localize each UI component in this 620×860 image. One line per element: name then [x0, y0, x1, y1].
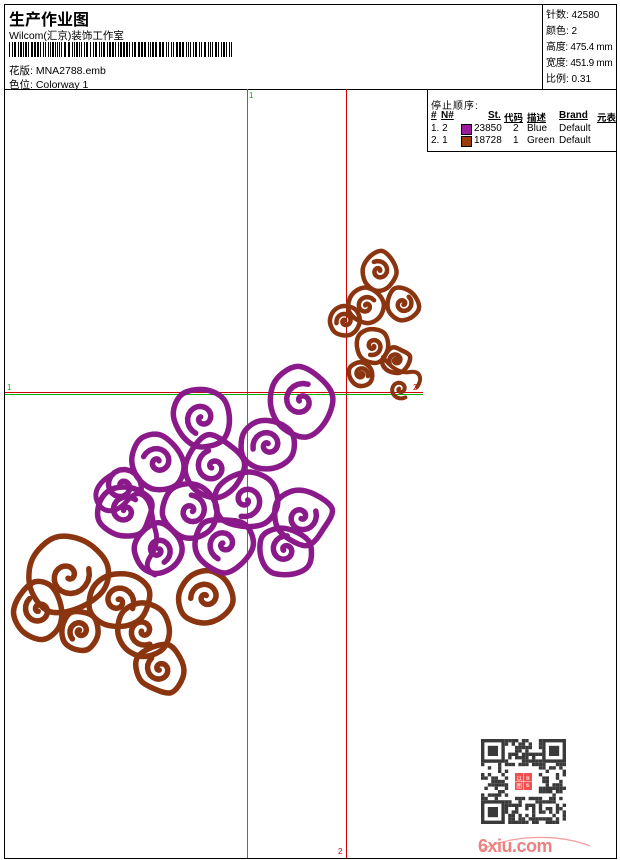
svg-text:理: 理 — [526, 775, 530, 781]
svg-text:版: 版 — [526, 783, 530, 789]
svg-text:图: 图 — [516, 782, 522, 790]
svg-text:6xiu.com: 6xiu.com — [478, 836, 552, 855]
